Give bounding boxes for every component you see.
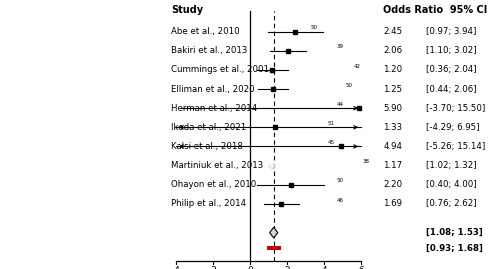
Text: -4: -4 <box>172 266 180 269</box>
Text: Abe et al., 2010: Abe et al., 2010 <box>172 27 240 36</box>
Text: 2.06: 2.06 <box>384 46 402 55</box>
Polygon shape <box>270 227 278 238</box>
Text: Bakiri et al., 2013: Bakiri et al., 2013 <box>172 46 248 55</box>
FancyBboxPatch shape <box>267 246 281 250</box>
Text: [0.97; 3.94]: [0.97; 3.94] <box>426 27 476 36</box>
Text: [0.76; 2.62]: [0.76; 2.62] <box>426 199 476 208</box>
Text: 2.45: 2.45 <box>384 27 402 36</box>
Text: 38: 38 <box>363 159 370 164</box>
Text: [1.10; 3.02]: [1.10; 3.02] <box>426 46 476 55</box>
Text: 1.33: 1.33 <box>384 123 402 132</box>
Text: 5.90: 5.90 <box>384 104 402 113</box>
Text: [-5.26; 15.14]: [-5.26; 15.14] <box>426 142 485 151</box>
Text: [0.93; 1.68]: [0.93; 1.68] <box>426 243 483 252</box>
Text: 2: 2 <box>284 266 290 269</box>
Text: [0.44; 2.06]: [0.44; 2.06] <box>426 84 476 94</box>
Text: 1.69: 1.69 <box>384 199 402 208</box>
Text: Kalsi et al., 2018: Kalsi et al., 2018 <box>172 142 243 151</box>
Text: [0.40; 4.00]: [0.40; 4.00] <box>426 180 476 189</box>
Text: Odds Ratio  95% CI: Odds Ratio 95% CI <box>384 5 488 15</box>
Text: [1.08; 1.53]: [1.08; 1.53] <box>426 228 482 237</box>
Text: Martiniuk et al., 2013: Martiniuk et al., 2013 <box>172 161 264 170</box>
Text: Herman et al., 2014: Herman et al., 2014 <box>172 104 258 113</box>
Text: 50: 50 <box>346 83 352 88</box>
Text: 4: 4 <box>322 266 327 269</box>
Text: 2.20: 2.20 <box>384 180 402 189</box>
Text: 1.25: 1.25 <box>384 84 402 94</box>
Text: [1.02; 1.32]: [1.02; 1.32] <box>426 161 476 170</box>
Text: 44: 44 <box>336 102 344 107</box>
Text: Cummings et al., 2001: Cummings et al., 2001 <box>172 65 270 75</box>
Text: Study: Study <box>172 5 203 15</box>
Text: [-4.29; 6.95]: [-4.29; 6.95] <box>426 123 480 132</box>
Text: Philip et al., 2014: Philip et al., 2014 <box>172 199 246 208</box>
Text: 50: 50 <box>310 25 318 30</box>
Text: 46: 46 <box>336 197 344 203</box>
Text: 1.20: 1.20 <box>384 65 402 75</box>
Text: [-3.70; 15.50]: [-3.70; 15.50] <box>426 104 485 113</box>
Text: [0.36; 2.04]: [0.36; 2.04] <box>426 65 476 75</box>
Text: 45: 45 <box>328 140 335 145</box>
FancyBboxPatch shape <box>270 162 274 169</box>
Text: 50: 50 <box>336 178 344 183</box>
Text: 42: 42 <box>354 63 361 69</box>
Text: 6: 6 <box>358 266 364 269</box>
Text: Ohayon et al., 2010: Ohayon et al., 2010 <box>172 180 256 189</box>
Text: -2: -2 <box>208 266 218 269</box>
Text: Ikeda et al., 2021: Ikeda et al., 2021 <box>172 123 246 132</box>
Text: 4.94: 4.94 <box>384 142 402 151</box>
Text: Elliman et al., 2020: Elliman et al., 2020 <box>172 84 255 94</box>
Text: 51: 51 <box>328 121 335 126</box>
Text: 39: 39 <box>336 44 344 49</box>
Text: 0: 0 <box>247 266 253 269</box>
Text: 1.17: 1.17 <box>384 161 402 170</box>
